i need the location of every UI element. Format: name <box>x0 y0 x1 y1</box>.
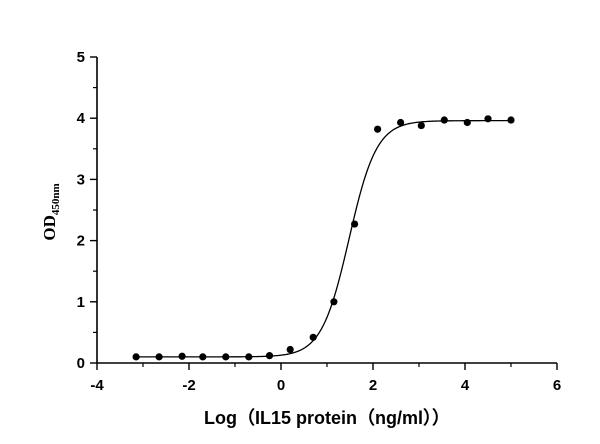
data-point <box>286 345 294 354</box>
y-axis-title: OD450nm <box>40 183 62 240</box>
y-tick-label: 0 <box>77 355 85 372</box>
y-tick-label: 3 <box>77 171 85 188</box>
data-point <box>155 353 163 361</box>
data-point <box>374 125 382 133</box>
data-point <box>178 352 186 360</box>
data-point <box>222 353 230 361</box>
data-point <box>507 116 515 124</box>
data-point <box>309 333 317 341</box>
x-tick-label: 4 <box>461 377 470 394</box>
y-axis-title-main: OD <box>40 215 59 241</box>
data-point <box>265 352 274 360</box>
x-tick-label: -2 <box>182 377 195 394</box>
data-point <box>417 121 425 130</box>
data-point <box>440 116 448 124</box>
y-tick-label: 2 <box>77 233 85 250</box>
fit-curve <box>136 120 511 358</box>
y-tick-label: 4 <box>77 110 86 127</box>
data-point <box>132 353 140 361</box>
x-tick-label: 2 <box>369 377 377 394</box>
plot-area: -4 -2 0 2 4 6 0 1 2 3 4 5 <box>77 49 562 394</box>
x-tick-label: -4 <box>90 377 104 394</box>
data-point <box>351 220 359 228</box>
data-point <box>330 298 338 306</box>
data-point <box>463 118 471 127</box>
y-tick-label: 1 <box>77 294 85 311</box>
data-point <box>245 353 253 361</box>
y-tick-label: 5 <box>77 49 85 66</box>
data-point <box>199 353 207 361</box>
x-tick-label: 6 <box>553 377 561 394</box>
x-tick-label: 0 <box>277 377 285 394</box>
x-axis-title: Log（IL15 protein（ng/ml）） <box>204 408 450 428</box>
data-point <box>397 118 405 127</box>
y-axis-title-subscript: 450nm <box>50 183 62 215</box>
data-point <box>484 115 492 123</box>
